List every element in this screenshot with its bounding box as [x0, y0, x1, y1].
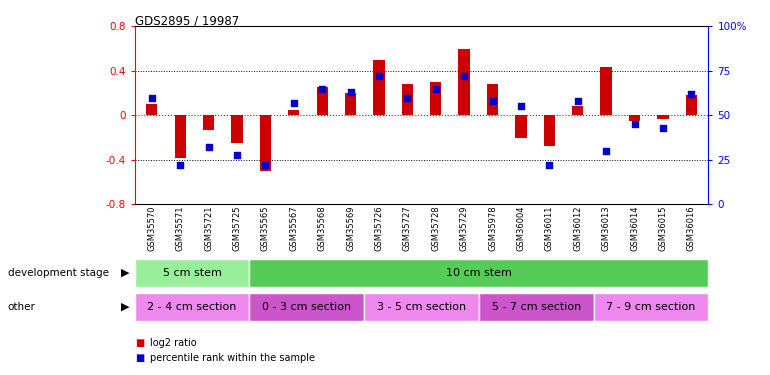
Point [543, 162, 555, 168]
Bar [629, 116, 640, 121]
Bar [402, 84, 413, 116]
Point [316, 86, 328, 92]
Text: ■: ■ [135, 338, 144, 348]
Point [515, 104, 527, 110]
Point [571, 98, 584, 104]
Point [401, 94, 413, 100]
Bar [594, 292, 708, 321]
Text: 7 - 9 cm section: 7 - 9 cm section [606, 302, 696, 312]
Point [259, 162, 272, 168]
Point [174, 162, 186, 168]
Point [288, 100, 300, 106]
Bar [249, 292, 364, 321]
Bar [658, 116, 668, 118]
Bar [572, 106, 584, 116]
Bar [135, 259, 249, 287]
Bar [373, 60, 385, 116]
Bar [259, 116, 271, 171]
Text: 10 cm stem: 10 cm stem [446, 268, 512, 278]
Point [685, 91, 698, 97]
Bar [458, 48, 470, 116]
Bar [316, 87, 328, 116]
Bar [364, 292, 479, 321]
Bar [288, 110, 300, 116]
Text: 5 - 7 cm section: 5 - 7 cm section [492, 302, 581, 312]
Text: ▶: ▶ [121, 302, 129, 312]
Text: development stage: development stage [8, 268, 109, 278]
Text: percentile rank within the sample: percentile rank within the sample [150, 353, 315, 363]
Bar [544, 116, 555, 147]
Bar [345, 93, 357, 116]
Text: 5 cm stem: 5 cm stem [162, 268, 222, 278]
Bar [479, 292, 594, 321]
Bar [487, 84, 498, 116]
Point [628, 121, 641, 127]
Bar [515, 116, 527, 138]
Bar [231, 116, 243, 143]
Bar [685, 95, 697, 116]
Bar [249, 259, 708, 287]
Point [487, 98, 499, 104]
Point [373, 73, 385, 79]
Text: log2 ratio: log2 ratio [150, 338, 197, 348]
Bar [601, 68, 612, 116]
Text: 3 - 5 cm section: 3 - 5 cm section [377, 302, 466, 312]
Bar [146, 104, 158, 116]
Text: 0 - 3 cm section: 0 - 3 cm section [263, 302, 351, 312]
Text: ▶: ▶ [121, 268, 129, 278]
Point [600, 148, 612, 154]
Point [231, 152, 243, 157]
Point [203, 144, 215, 150]
Bar [175, 116, 186, 158]
Bar [203, 116, 214, 130]
Text: GDS2895 / 19987: GDS2895 / 19987 [135, 15, 239, 28]
Point [458, 73, 470, 79]
Point [344, 89, 357, 95]
Text: ■: ■ [135, 353, 144, 363]
Point [146, 94, 158, 100]
Bar [135, 292, 249, 321]
Text: other: other [8, 302, 35, 312]
Bar [430, 82, 441, 116]
Point [657, 125, 669, 131]
Text: 2 - 4 cm section: 2 - 4 cm section [147, 302, 237, 312]
Point [430, 86, 442, 92]
